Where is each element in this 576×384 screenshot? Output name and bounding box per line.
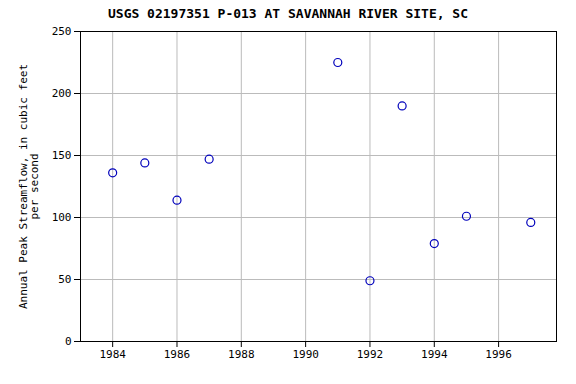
svg-text:1992: 1992 (357, 348, 384, 361)
svg-text:1988: 1988 (228, 348, 255, 361)
svg-text:1990: 1990 (292, 348, 319, 361)
svg-text:150: 150 (52, 149, 72, 162)
svg-text:Annual Peak Streamflow, in cub: Annual Peak Streamflow, in cubic feetper… (17, 64, 41, 309)
svg-text:200: 200 (52, 87, 72, 100)
svg-text:50: 50 (58, 273, 71, 286)
svg-text:100: 100 (52, 211, 72, 224)
svg-text:1986: 1986 (164, 348, 191, 361)
svg-text:0: 0 (65, 335, 72, 348)
svg-text:250: 250 (52, 25, 72, 38)
svg-text:1994: 1994 (421, 348, 448, 361)
html-text:USGS 02197351 P-013 AT SAVANNA: USGS 02197351 P-013 AT SAVANNAH RIVER SI… (108, 6, 468, 21)
svg-text:1996: 1996 (485, 348, 512, 361)
svg-text:1984: 1984 (99, 348, 126, 361)
